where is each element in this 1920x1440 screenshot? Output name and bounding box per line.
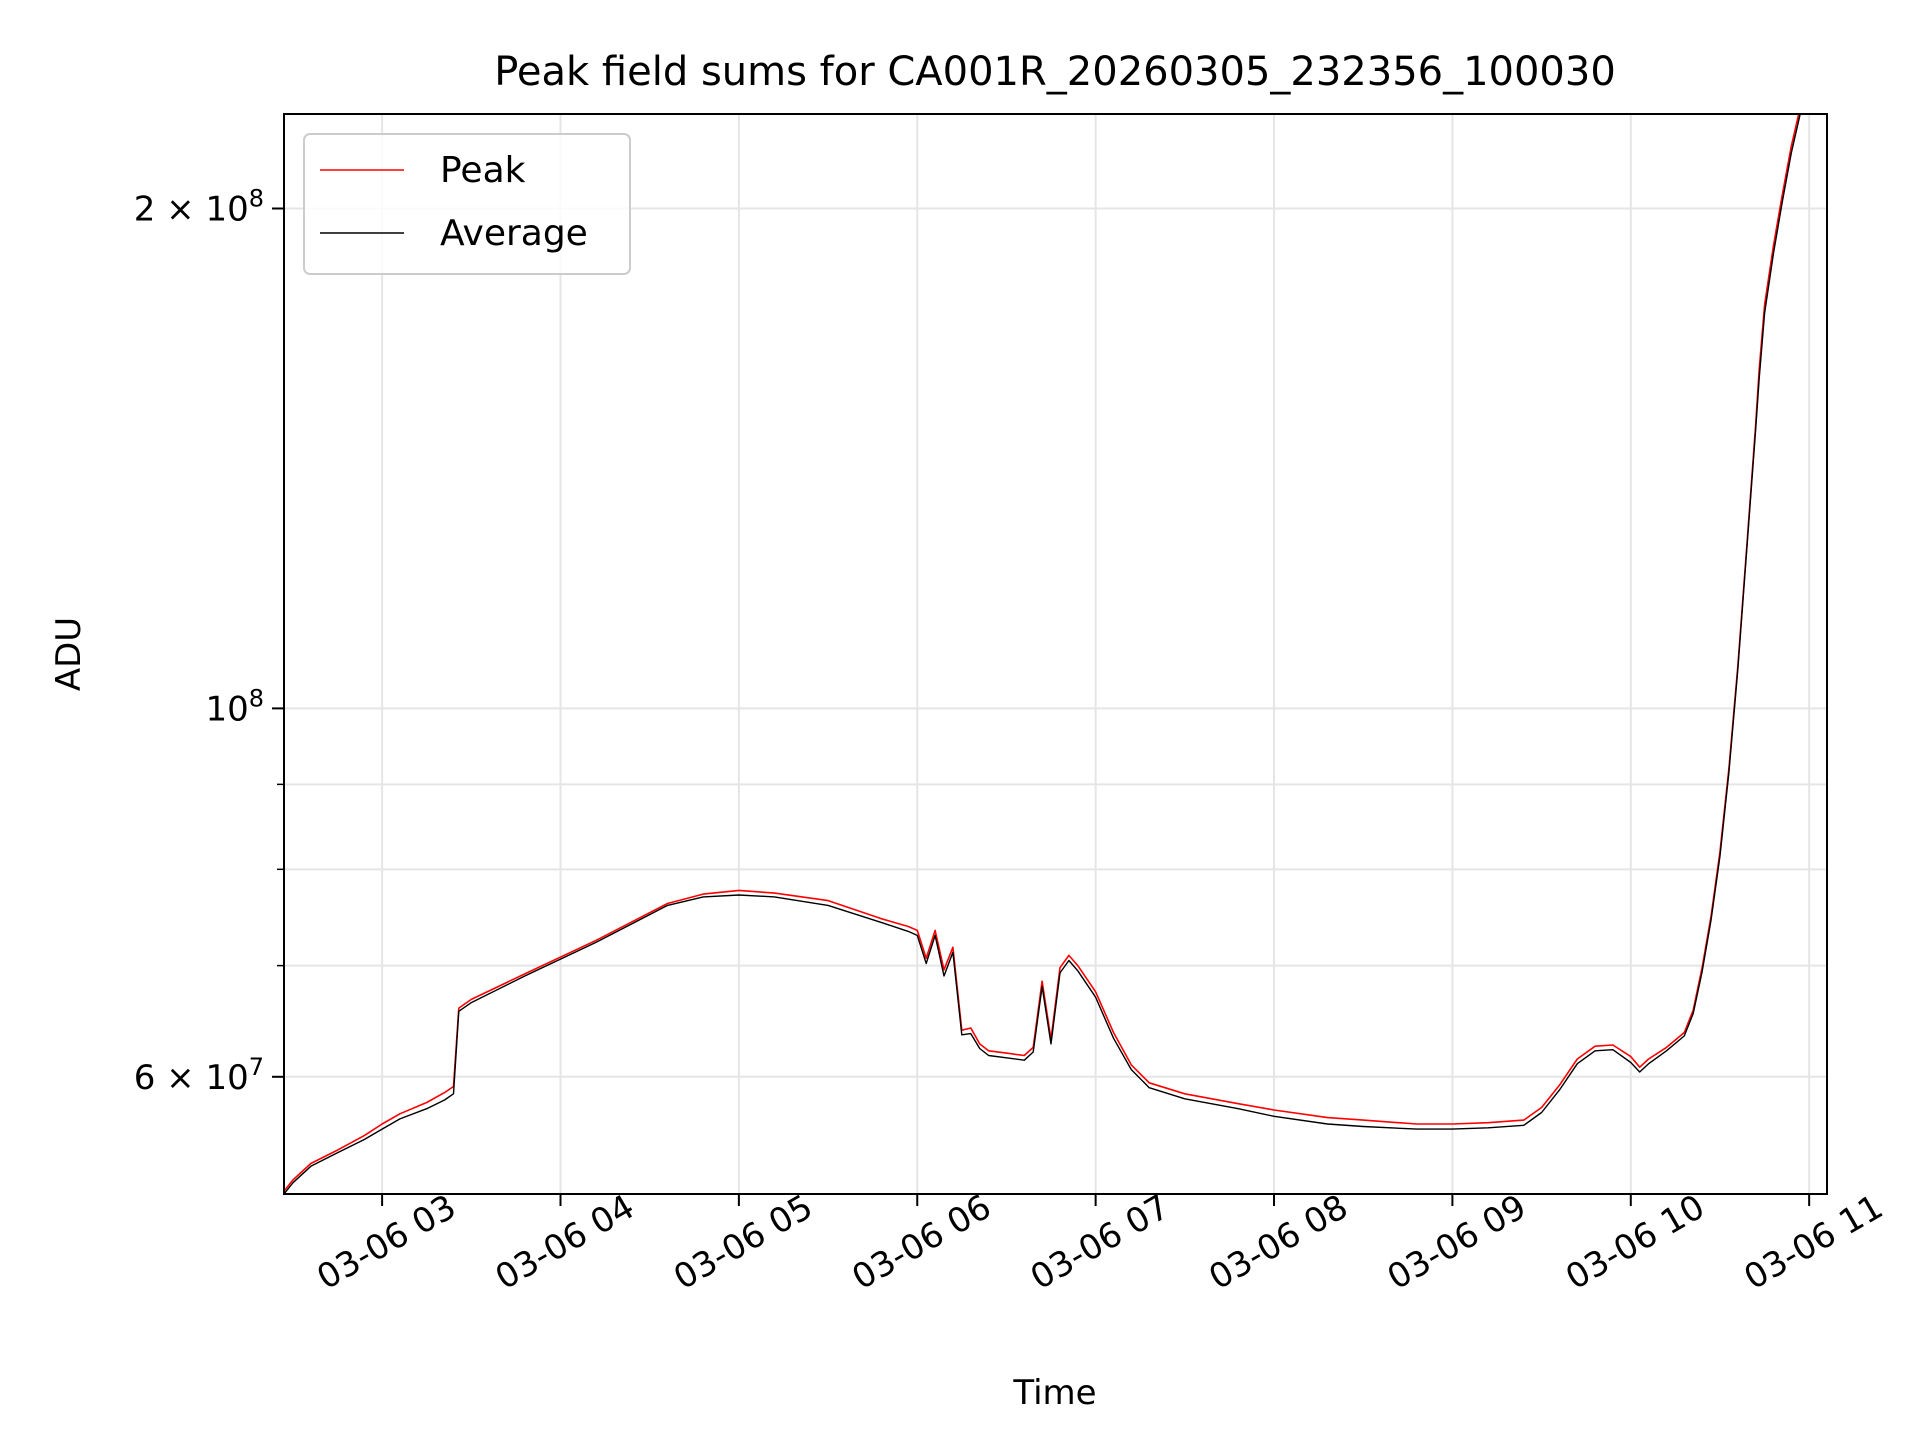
series-points-average (284, 114, 1801, 1194)
grid (284, 114, 1827, 1194)
series-line-peak (284, 114, 1800, 1192)
legend-box (303, 133, 631, 275)
chart-title: Peak field sums for CA001R_20260305_2323… (494, 49, 1616, 95)
y-tick-label: 2 × 108 (134, 184, 264, 229)
legend-peak-label: Peak (440, 150, 526, 191)
legend-average-label: Average (440, 213, 588, 254)
y-tick-label: 6 × 107 (134, 1053, 264, 1098)
y-tick-label: 108 (205, 684, 264, 729)
y-axis-label: ADU (49, 617, 89, 691)
legend: Peak Average (303, 133, 631, 275)
series-layer (284, 114, 1801, 1194)
series-line-average (284, 114, 1801, 1194)
x-axis-label: Time (1012, 1373, 1096, 1413)
plot-frame (283, 113, 1828, 1195)
